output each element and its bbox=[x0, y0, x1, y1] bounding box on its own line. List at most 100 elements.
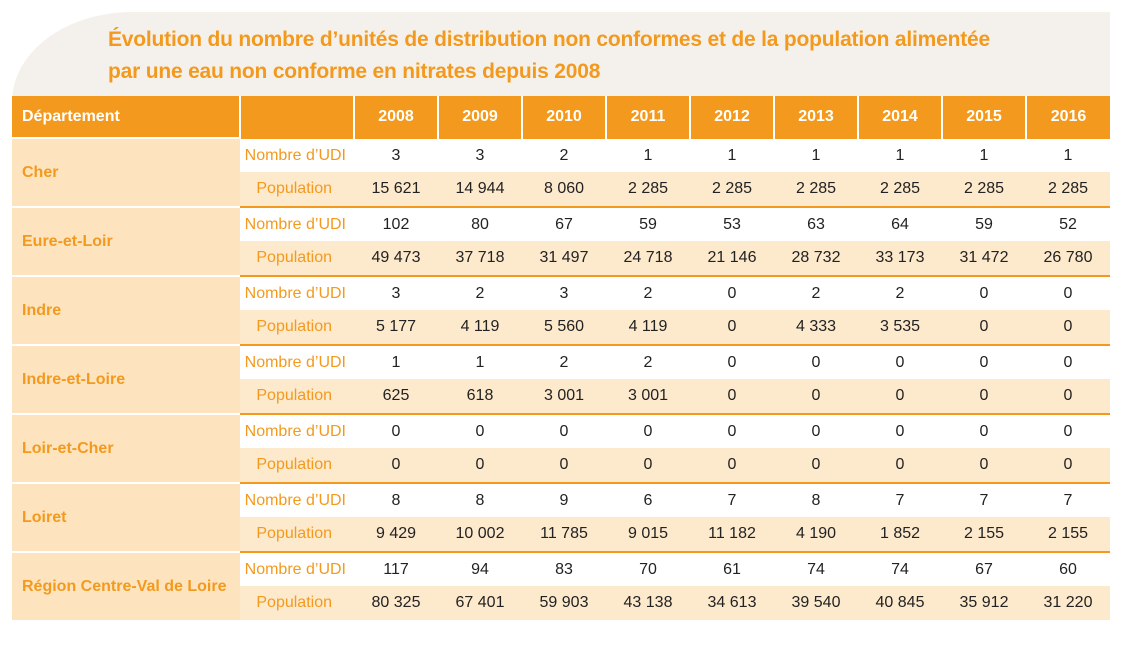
population-value: 0 bbox=[606, 448, 690, 483]
udi-value: 67 bbox=[942, 551, 1026, 586]
population-value: 2 285 bbox=[1026, 172, 1110, 207]
row-label-population: Population bbox=[240, 448, 354, 483]
population-value: 4 190 bbox=[774, 517, 858, 552]
udi-value: 0 bbox=[690, 275, 774, 310]
title-line-2: par une eau non conforme en nitrates dep… bbox=[108, 60, 601, 83]
population-value: 0 bbox=[690, 310, 774, 345]
table-body: Cher Nombre d’UDI 3 3 2 1 1 1 1 1 1 Population 15 62… bbox=[12, 137, 1110, 620]
department-name: Eure-et-Loir bbox=[12, 206, 240, 276]
population-value: 0 bbox=[1026, 379, 1110, 414]
header-year: 2011 bbox=[605, 96, 690, 138]
header-departement: Département bbox=[12, 96, 240, 138]
population-value: 2 285 bbox=[858, 172, 942, 207]
population-value: 0 bbox=[774, 379, 858, 414]
header-year: 2010 bbox=[521, 96, 606, 138]
udi-value: 117 bbox=[354, 551, 438, 586]
udi-value: 3 bbox=[438, 137, 522, 172]
population-value: 21 146 bbox=[690, 241, 774, 276]
row-label-population: Population bbox=[240, 517, 354, 552]
udi-value: 0 bbox=[774, 344, 858, 379]
udi-value: 64 bbox=[858, 206, 942, 241]
row-label-udi: Nombre d’UDI bbox=[240, 137, 354, 172]
population-value: 2 155 bbox=[942, 517, 1026, 552]
header-year: 2015 bbox=[941, 96, 1026, 138]
header-row-label bbox=[239, 96, 354, 138]
population-value: 3 535 bbox=[858, 310, 942, 345]
table-row: Indre Nombre d’UDI 3 2 3 2 0 2 2 0 0 bbox=[12, 275, 1110, 345]
population-value: 10 002 bbox=[438, 517, 522, 552]
udi-value: 0 bbox=[438, 413, 522, 448]
population-value: 9 015 bbox=[606, 517, 690, 552]
udi-value: 0 bbox=[942, 275, 1026, 310]
population-value: 0 bbox=[858, 448, 942, 483]
row-label-population: Population bbox=[240, 310, 354, 345]
row-label-udi: Nombre d’UDI bbox=[240, 551, 354, 586]
table-header-row: Département 2008 2009 2010 2011 2012 201… bbox=[12, 96, 1110, 138]
population-value: 0 bbox=[942, 379, 1026, 414]
udi-value: 59 bbox=[606, 206, 690, 241]
population-value: 0 bbox=[438, 448, 522, 483]
population-value: 34 613 bbox=[690, 586, 774, 620]
population-value: 0 bbox=[690, 448, 774, 483]
population-value: 59 903 bbox=[522, 586, 606, 620]
udi-value: 7 bbox=[942, 482, 1026, 517]
table-row: Population 0 0 0 0 0 0 0 0 0 bbox=[12, 448, 1110, 483]
population-value: 80 325 bbox=[354, 586, 438, 620]
population-value: 33 173 bbox=[858, 241, 942, 276]
header-year: 2016 bbox=[1025, 96, 1110, 138]
row-label-population: Population bbox=[240, 172, 354, 207]
population-value: 9 429 bbox=[354, 517, 438, 552]
table-row: Cher Nombre d’UDI 3 3 2 1 1 1 1 1 1 bbox=[12, 137, 1110, 207]
udi-value: 0 bbox=[858, 344, 942, 379]
udi-value: 67 bbox=[522, 206, 606, 241]
udi-value: 70 bbox=[606, 551, 690, 586]
udi-value: 94 bbox=[438, 551, 522, 586]
header-year: 2009 bbox=[437, 96, 522, 138]
population-value: 0 bbox=[522, 448, 606, 483]
udi-value: 1 bbox=[774, 137, 858, 172]
row-label-udi: Nombre d’UDI bbox=[240, 482, 354, 517]
population-value: 2 285 bbox=[942, 172, 1026, 207]
udi-value: 52 bbox=[1026, 206, 1110, 241]
department-name: Région Centre-Val de Loire bbox=[12, 551, 240, 620]
population-value: 3 001 bbox=[522, 379, 606, 414]
population-value: 0 bbox=[774, 448, 858, 483]
udi-value: 7 bbox=[858, 482, 942, 517]
department-name: Indre-et-Loire bbox=[12, 344, 240, 414]
udi-value: 0 bbox=[354, 413, 438, 448]
udi-value: 0 bbox=[1026, 344, 1110, 379]
population-value: 49 473 bbox=[354, 241, 438, 276]
population-value: 0 bbox=[690, 379, 774, 414]
udi-value: 7 bbox=[1026, 482, 1110, 517]
udi-value: 1 bbox=[1026, 137, 1110, 172]
population-value: 2 285 bbox=[774, 172, 858, 207]
population-value: 67 401 bbox=[438, 586, 522, 620]
table-row: Population 625 618 3 001 3 001 0 0 0 0 0 bbox=[12, 379, 1110, 414]
population-value: 31 472 bbox=[942, 241, 1026, 276]
udi-value: 7 bbox=[690, 482, 774, 517]
udi-value: 0 bbox=[1026, 413, 1110, 448]
udi-value: 0 bbox=[690, 413, 774, 448]
udi-value: 0 bbox=[942, 413, 1026, 448]
table-row: Indre-et-Loire Nombre d’UDI 1 1 2 2 0 0 0 0 0 bbox=[12, 344, 1110, 414]
udi-value: 1 bbox=[942, 137, 1026, 172]
header-year: 2013 bbox=[773, 96, 858, 138]
population-value: 0 bbox=[1026, 310, 1110, 345]
row-label-population: Population bbox=[240, 586, 354, 620]
population-value: 15 621 bbox=[354, 172, 438, 207]
udi-value: 0 bbox=[942, 344, 1026, 379]
udi-value: 53 bbox=[690, 206, 774, 241]
header-year: 2014 bbox=[857, 96, 942, 138]
row-label-population: Population bbox=[240, 379, 354, 414]
header-year: 2012 bbox=[689, 96, 774, 138]
table-row: Population 15 621 14 944 8 060 2 285 2 285 2 2… bbox=[12, 172, 1110, 207]
population-value: 37 718 bbox=[438, 241, 522, 276]
udi-value: 63 bbox=[774, 206, 858, 241]
population-value: 4 119 bbox=[438, 310, 522, 345]
table-row: Population 80 325 67 401 59 903 43 138 34 613… bbox=[12, 586, 1110, 620]
udi-value: 2 bbox=[438, 275, 522, 310]
population-value: 8 060 bbox=[522, 172, 606, 207]
population-value: 11 182 bbox=[690, 517, 774, 552]
udi-value: 1 bbox=[354, 344, 438, 379]
udi-value: 3 bbox=[354, 137, 438, 172]
